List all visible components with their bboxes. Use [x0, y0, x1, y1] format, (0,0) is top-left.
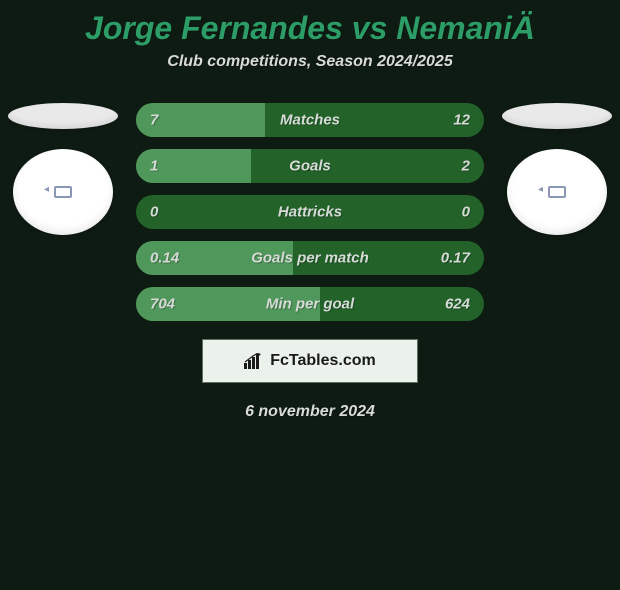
image-placeholder-icon	[54, 186, 72, 198]
stat-label: Goals	[289, 158, 331, 175]
stat-label: Hattricks	[278, 204, 342, 221]
left-player-col	[8, 103, 118, 235]
left-player-avatar	[13, 149, 113, 235]
stats-column: 712Matches12Goals00Hattricks0.140.17Goal…	[136, 103, 484, 321]
brand-chart-icon	[244, 353, 264, 369]
image-placeholder-icon	[548, 186, 566, 198]
stat-left-value: 7	[150, 112, 158, 129]
stat-left-value: 704	[150, 296, 175, 313]
stat-right-value: 624	[445, 296, 470, 313]
stat-label: Matches	[280, 112, 340, 129]
stat-bar: 7 12 Matches	[136, 103, 484, 137]
stat-bar: 704 624 Min per goal	[136, 287, 484, 321]
brand-text: FcTables.com	[270, 352, 376, 370]
right-player-avatar	[507, 149, 607, 235]
date-line: 6 november 2024	[0, 403, 620, 421]
main-row: 712Matches12Goals00Hattricks0.140.17Goal…	[0, 103, 620, 321]
stat-bar: 0.14 0.17 Goals per match	[136, 241, 484, 275]
stat-right-value: 0	[462, 204, 470, 221]
right-player-badge	[502, 103, 612, 129]
stat-label: Min per goal	[266, 296, 354, 313]
stat-bar: 1 2 Goals	[136, 149, 484, 183]
stat-right-value: 2	[462, 158, 470, 175]
stat-right-value: 0.17	[441, 250, 470, 267]
stat-bar: 0 0 Hattricks	[136, 195, 484, 229]
right-player-col	[502, 103, 612, 235]
comparison-card: Jorge Fernandes vs NemaniÄ Club competit…	[0, 10, 620, 421]
stat-left-value: 0.14	[150, 250, 179, 267]
subtitle: Club competitions, Season 2024/2025	[0, 53, 620, 71]
stat-right-value: 12	[453, 112, 470, 129]
stat-left-value: 0	[150, 204, 158, 221]
brand-box: FcTables.com	[202, 339, 418, 383]
left-player-badge	[8, 103, 118, 129]
stat-label: Goals per match	[251, 250, 369, 267]
stat-left-value: 1	[150, 158, 158, 175]
page-title: Jorge Fernandes vs NemaniÄ	[0, 10, 620, 47]
